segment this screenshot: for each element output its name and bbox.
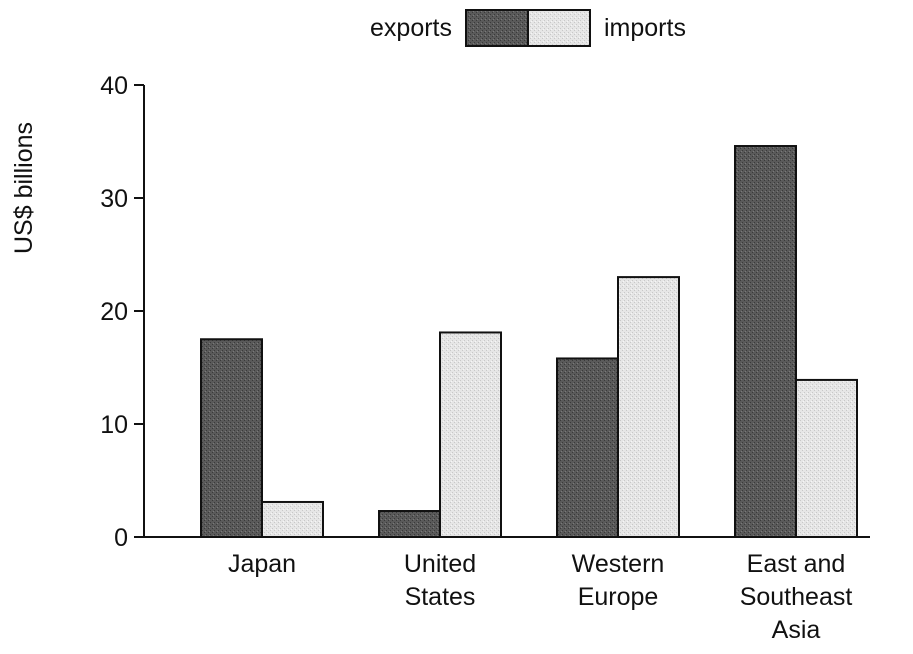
bar-exports-2 [556,357,619,538]
y-ticks: 0 10 20 30 40 [100,72,144,552]
x-tick-labels: Japan United States Western Europe East and So… [228,550,852,644]
x-tick-label: United States [404,550,476,611]
x-tick-label-line: States [405,583,476,611]
x-tick-label-line: United [404,550,476,578]
x-tick-label-line: Southeast [740,583,853,611]
x-tick-label-line: East and [747,550,846,578]
x-tick-label: East and Southeast Asia [740,550,853,644]
legend-swatch-imports [527,9,591,47]
bar-imports-0 [261,500,324,538]
y-tick-label: 0 [114,524,128,552]
y-axis-label: US$ billions [10,122,38,254]
x-tick-label-line: Western [572,550,665,578]
legend-swatch-exports [465,9,529,47]
y-tick-label: 30 [100,185,128,213]
bar-exports-3 [734,145,797,539]
bar-imports-3 [795,378,858,538]
bar-exports-1 [378,510,441,539]
legend: exports imports [370,9,686,47]
y-tick-label: 40 [100,72,128,100]
legend-label-imports: imports [604,14,686,42]
x-tick-label-line: Japan [228,550,296,578]
x-tick-label-line: Europe [578,583,659,611]
bar-exports-0 [200,338,263,538]
y-tick-label: 20 [100,298,128,326]
bar-imports-1 [439,331,502,538]
bar-imports-2 [617,276,680,538]
x-tick-label: Western Europe [572,550,665,611]
bars [200,145,858,539]
legend-label-exports: exports [370,14,452,42]
x-tick-label: Japan [228,550,296,578]
y-tick-label: 10 [100,411,128,439]
x-tick-label-line: Asia [772,616,821,644]
